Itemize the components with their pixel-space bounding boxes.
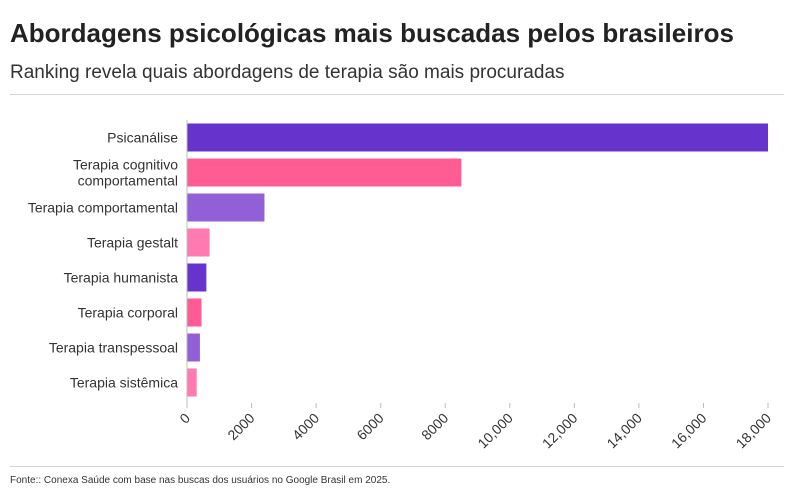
bar-6 — [187, 333, 200, 362]
category-label-1: Terapia cognitivo comportamental — [73, 157, 178, 189]
x-tick-label: 12,000 — [539, 410, 581, 452]
bar-chart: Psicanálise Terapia cognitivo comportament… — [28, 120, 774, 451]
category-label-line: comportamental — [78, 173, 178, 189]
category-label-line: Terapia gestalt — [87, 235, 178, 251]
x-tick-label: 14,000 — [603, 410, 645, 452]
x-tick-label: 16,000 — [668, 410, 710, 452]
category-label-line: Terapia corporal — [78, 305, 178, 321]
footer-divider — [10, 466, 784, 467]
x-tick-label: 2000 — [224, 410, 257, 443]
x-tick-label: 4000 — [289, 410, 322, 443]
category-label-6: Terapia transpessoal — [49, 340, 178, 356]
x-tick-label: 10,000 — [474, 410, 516, 452]
x-axis-ticks: 0 2000 4000 6000 8000 10,000 12,000 14,000 16,00… — [176, 403, 774, 451]
category-labels: Psicanálise Terapia cognitivo comportament… — [28, 130, 178, 391]
x-tick-label: 6000 — [353, 410, 386, 443]
category-label-line: Psicanálise — [107, 130, 178, 146]
category-label-line: Terapia transpessoal — [49, 340, 178, 356]
chart-subtitle: Ranking revela quais abordagens de terap… — [10, 62, 565, 83]
category-label-5: Terapia corporal — [78, 305, 178, 321]
bar-7 — [187, 368, 197, 397]
chart-title: Abordagens psicológicas mais buscadas pe… — [10, 18, 734, 48]
header-divider — [10, 94, 784, 95]
x-tick-label: 8000 — [418, 410, 451, 443]
category-label-2: Terapia comportamental — [28, 200, 178, 216]
bar-1 — [187, 158, 462, 187]
category-label-line: Terapia sistêmica — [70, 375, 178, 391]
category-label-line: Terapia humanista — [64, 270, 179, 286]
x-tick-label: 0 — [176, 410, 193, 427]
bar-0 — [187, 123, 768, 152]
bar-2 — [187, 193, 265, 222]
category-label-line: Terapia comportamental — [28, 200, 178, 216]
bars-group — [187, 123, 768, 397]
bar-3 — [187, 228, 210, 257]
x-tick-label: 18,000 — [733, 410, 775, 452]
bar-4 — [187, 263, 207, 292]
category-label-line: Terapia cognitivo — [73, 157, 178, 173]
bar-5 — [187, 298, 202, 327]
source-note: Fonte:: Conexa Saúde com base nas buscas… — [10, 475, 391, 486]
category-label-0: Psicanálise — [107, 130, 178, 146]
category-label-4: Terapia humanista — [64, 270, 179, 286]
category-label-3: Terapia gestalt — [87, 235, 178, 251]
category-label-7: Terapia sistêmica — [70, 375, 178, 391]
